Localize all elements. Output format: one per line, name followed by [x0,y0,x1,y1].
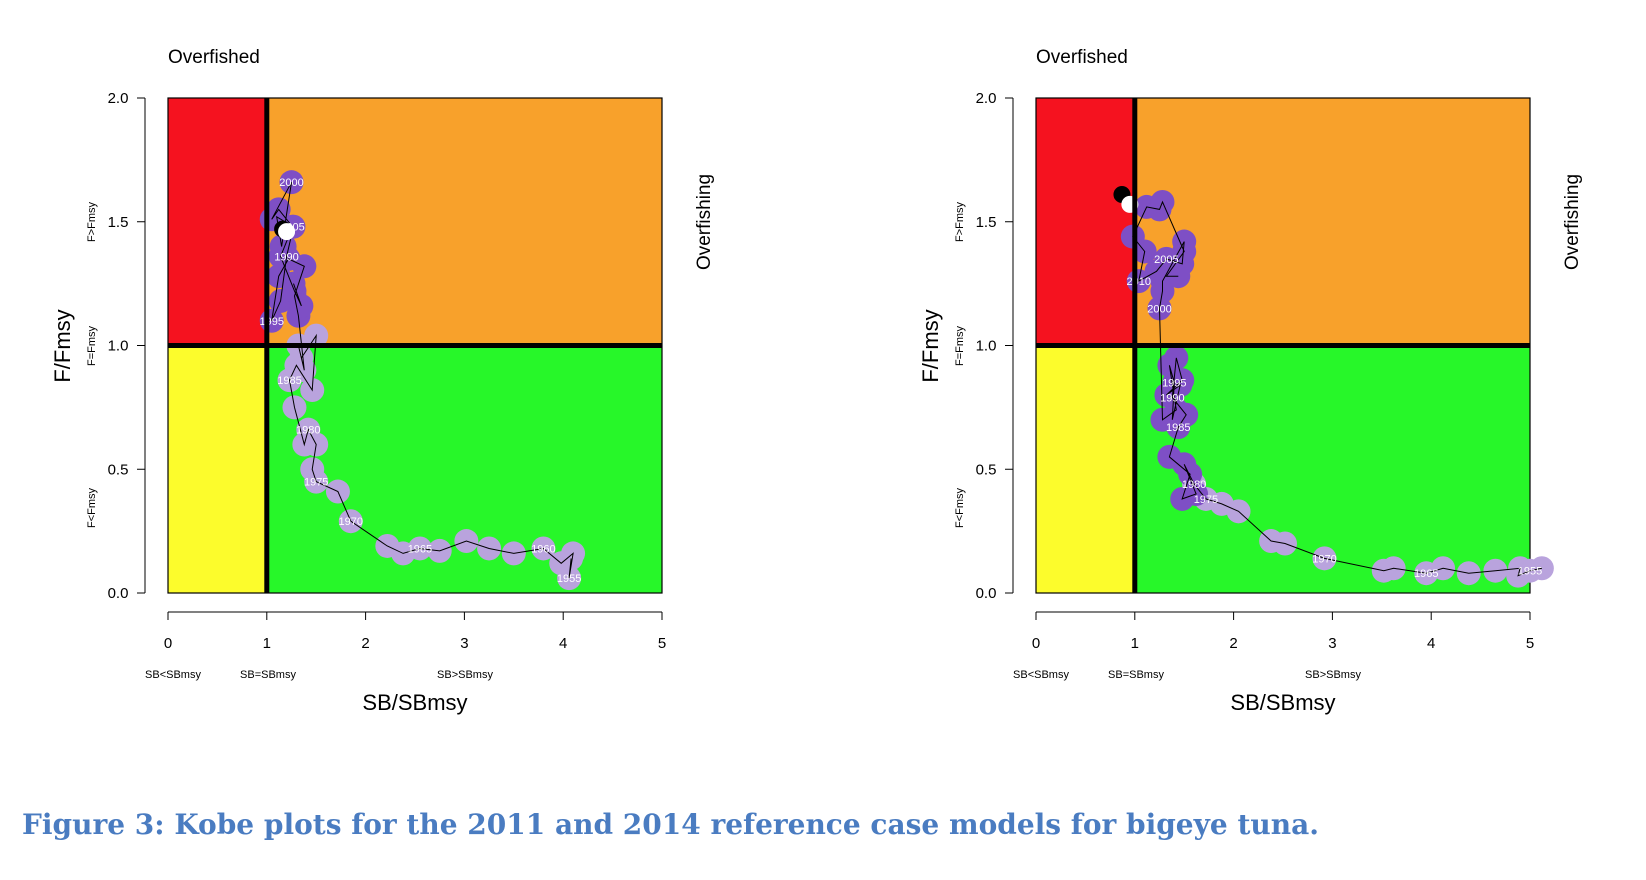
year-label: 1960 [531,543,555,555]
y-tick-label: 1.0 [108,338,129,355]
y-tick-label: 0.0 [108,585,129,602]
quadrant-overfished-overfishing [168,98,267,346]
y-zone-label: F>Fmsy [86,201,98,242]
year-label: 1955 [557,573,581,585]
year-label: 1975 [1194,494,1218,506]
year-label: 2010 [1127,276,1151,288]
kobe-svg: 1955 1965 1970 1975 1980 1985 1990 1995 2000 2005… [918,47,1583,715]
overfishing-label: Overfishing [1562,174,1583,270]
y-tick-label: 1.5 [976,214,997,231]
trajectory-line [1132,200,1542,577]
y-tick-label: 0.5 [108,461,129,478]
x-zone-label: SB=SBmsy [1108,669,1164,681]
year-label: 1990 [274,251,298,263]
y-tick-label: 0.0 [976,585,997,602]
x-axis-title: SB/SBmsy [362,690,467,715]
kobe-plot-2011: 1955 1960 1965 1970 1975 1980 1985 1995 1990 2000… [0,0,823,780]
year-label: 1995 [1162,378,1186,390]
y-axis-title: F/Fmsy [50,309,75,382]
x-zone-label: SB<SBmsy [1013,669,1069,681]
trajectory-line [271,181,574,579]
y-tick-label: 1.5 [108,214,129,231]
figure-caption: Figure 3: Kobe plots for the 2011 and 20… [22,808,1319,841]
y-zone-label: F<Fmsy [86,487,98,528]
year-label: 1955 [1518,566,1542,578]
kobe-plot-2014: 1955 1965 1970 1975 1980 1985 1990 1995 2000 2005… [868,0,1646,780]
x-tick-label: 1 [263,635,271,652]
year-label: 1965 [1414,568,1438,580]
x-tick-label: 5 [1526,635,1534,652]
x-zone-label: SB>SBmsy [437,669,493,681]
year-label: 2005 [1154,254,1178,266]
kobe-svg: 1955 1960 1965 1970 1975 1980 1985 1995 1990 2000… [50,47,715,715]
y-zone-label: F<Fmsy [954,487,966,528]
year-label: 1970 [1312,553,1336,565]
x-tick-label: 0 [1032,635,1040,652]
quadrant-overfished [1036,345,1135,593]
year-label: 1975 [304,477,328,489]
quadrant-overfished-overfishing [1036,98,1135,346]
overfishing-label: Overfishing [694,174,715,270]
quadrant-overfishing [1134,98,1530,346]
year-label: 1990 [1160,392,1184,404]
y-zone-label: F=Fmsy [954,325,966,366]
quadrant-overfishing [266,98,662,346]
y-zone-label: F>Fmsy [954,201,966,242]
chart-title: Overfished [168,47,260,68]
y-tick-label: 2.0 [108,90,129,107]
year-label: 1965 [408,543,432,555]
x-zone-label: SB=SBmsy [240,669,296,681]
x-tick-label: 2 [1229,635,1237,652]
chart-title: Overfished [1036,47,1128,68]
quadrant-overfished [168,345,267,593]
x-zone-label: SB>SBmsy [1305,669,1361,681]
x-zone-label: SB<SBmsy [145,669,201,681]
x-axis-title: SB/SBmsy [1230,690,1335,715]
x-tick-label: 1 [1131,635,1139,652]
year-label: 2000 [1147,303,1171,315]
year-label: 1985 [1166,422,1190,434]
y-tick-label: 0.5 [976,461,997,478]
year-label: 1995 [259,316,283,328]
x-tick-label: 4 [1427,635,1435,652]
y-zone-label: F=Fmsy [86,325,98,366]
x-tick-label: 4 [559,635,567,652]
y-tick-label: 1.0 [976,338,997,355]
y-tick-label: 2.0 [976,90,997,107]
year-label: 1970 [339,516,363,528]
x-tick-label: 3 [1328,635,1336,652]
x-tick-label: 3 [460,635,468,652]
terminal-point [278,223,296,241]
x-tick-label: 2 [361,635,369,652]
year-label: 2000 [279,177,303,189]
x-tick-label: 5 [658,635,666,652]
year-label: 1980 [296,425,320,437]
quadrant-healthy [266,345,662,593]
year-label: 1985 [277,375,301,387]
x-tick-label: 0 [164,635,172,652]
year-label: 1980 [1182,479,1206,491]
y-axis-title: F/Fmsy [918,309,943,382]
